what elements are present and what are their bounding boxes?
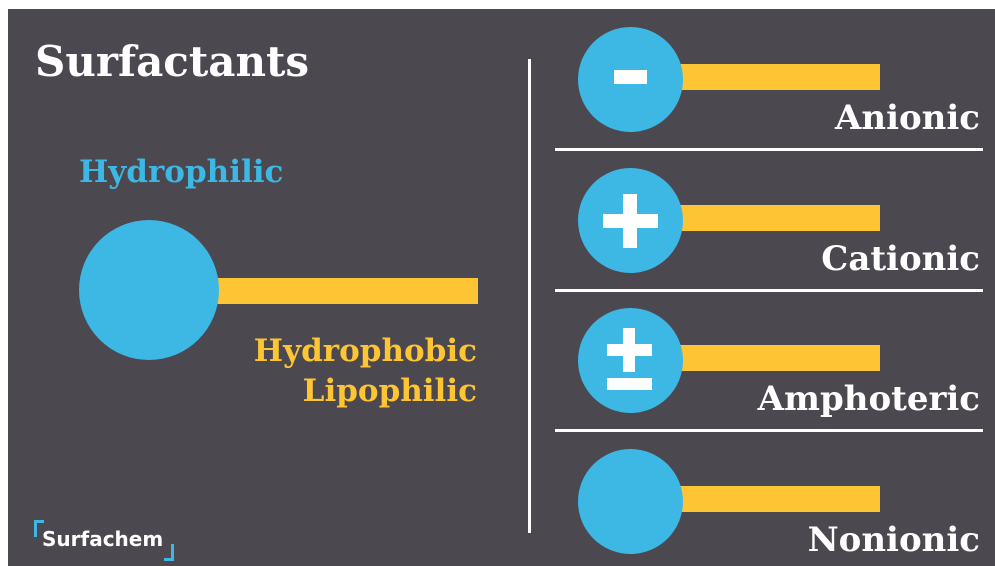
molecule-tail bbox=[668, 486, 880, 512]
type-row-cationic: Cationic bbox=[578, 158, 988, 298]
type-row-amphoteric: Amphoteric bbox=[578, 298, 988, 438]
hydrophobic-label-line1: Hydrophobic bbox=[253, 333, 477, 369]
row-divider bbox=[555, 429, 983, 432]
diagram-panel: Surfactants Hydrophilic Hydrophobic Lipo… bbox=[8, 9, 995, 566]
hydrophobic-label: Hydrophobic Lipophilic bbox=[254, 331, 477, 411]
logo-bracket-left bbox=[34, 520, 44, 537]
molecule-tail bbox=[668, 64, 880, 90]
molecule-tail bbox=[668, 205, 880, 231]
row-divider bbox=[555, 148, 983, 151]
minus-icon bbox=[614, 70, 647, 84]
vertical-divider bbox=[528, 59, 531, 533]
molecule-tail bbox=[668, 345, 880, 371]
molecule-head bbox=[578, 27, 683, 132]
molecule-head bbox=[578, 168, 683, 273]
plus-icon bbox=[603, 194, 658, 248]
type-label-amphoteric: Amphoteric bbox=[757, 379, 980, 419]
molecule-head bbox=[578, 308, 683, 413]
plus-minus-icon bbox=[607, 328, 652, 390]
hydrophobic-tail bbox=[208, 278, 478, 304]
logo-bracket-right bbox=[164, 544, 174, 561]
logo-text: Surfachem bbox=[42, 527, 164, 551]
type-label-anionic: Anionic bbox=[834, 98, 980, 138]
surfachem-logo: Surfachem bbox=[34, 520, 174, 561]
type-label-cationic: Cationic bbox=[821, 239, 980, 279]
type-row-nonionic: Nonionic bbox=[578, 439, 988, 566]
page-title: Surfactants bbox=[35, 37, 310, 86]
molecule-head bbox=[578, 449, 683, 554]
type-label-nonionic: Nonionic bbox=[807, 520, 980, 560]
hydrophilic-head bbox=[79, 220, 219, 360]
hydrophilic-label: Hydrophilic bbox=[79, 154, 284, 190]
type-row-anionic: Anionic bbox=[578, 17, 988, 157]
hydrophobic-label-line2: Lipophilic bbox=[302, 373, 477, 409]
row-divider bbox=[555, 289, 983, 292]
